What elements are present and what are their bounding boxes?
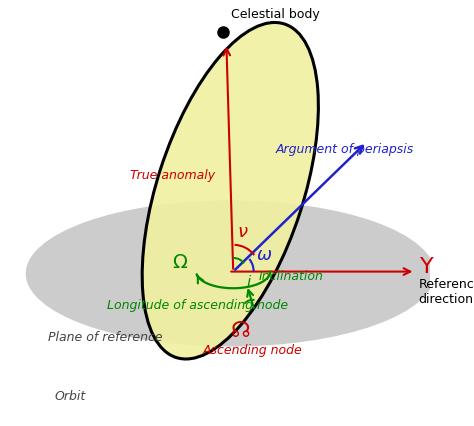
Text: $\Omega$: $\Omega$ <box>172 253 188 272</box>
Text: Reference
direction: Reference direction <box>418 277 474 305</box>
Text: Argument of periapsis: Argument of periapsis <box>276 143 414 156</box>
Text: ☊: ☊ <box>231 320 251 340</box>
Text: $\omega$: $\omega$ <box>256 245 273 263</box>
Text: $\Upsilon$: $\Upsilon$ <box>419 256 435 276</box>
Text: Celestial body: Celestial body <box>231 8 320 21</box>
Text: $\nu$: $\nu$ <box>237 222 249 240</box>
Text: Longitude of ascending node: Longitude of ascending node <box>107 299 288 311</box>
Ellipse shape <box>142 23 319 359</box>
Text: Orbit: Orbit <box>55 389 86 402</box>
Ellipse shape <box>26 201 435 347</box>
Text: Inclination: Inclination <box>258 269 323 282</box>
Text: True anomaly: True anomaly <box>130 168 215 181</box>
Text: $i$: $i$ <box>246 273 252 290</box>
Text: Plane of reference: Plane of reference <box>48 331 163 343</box>
Text: Ascending node: Ascending node <box>203 343 302 356</box>
